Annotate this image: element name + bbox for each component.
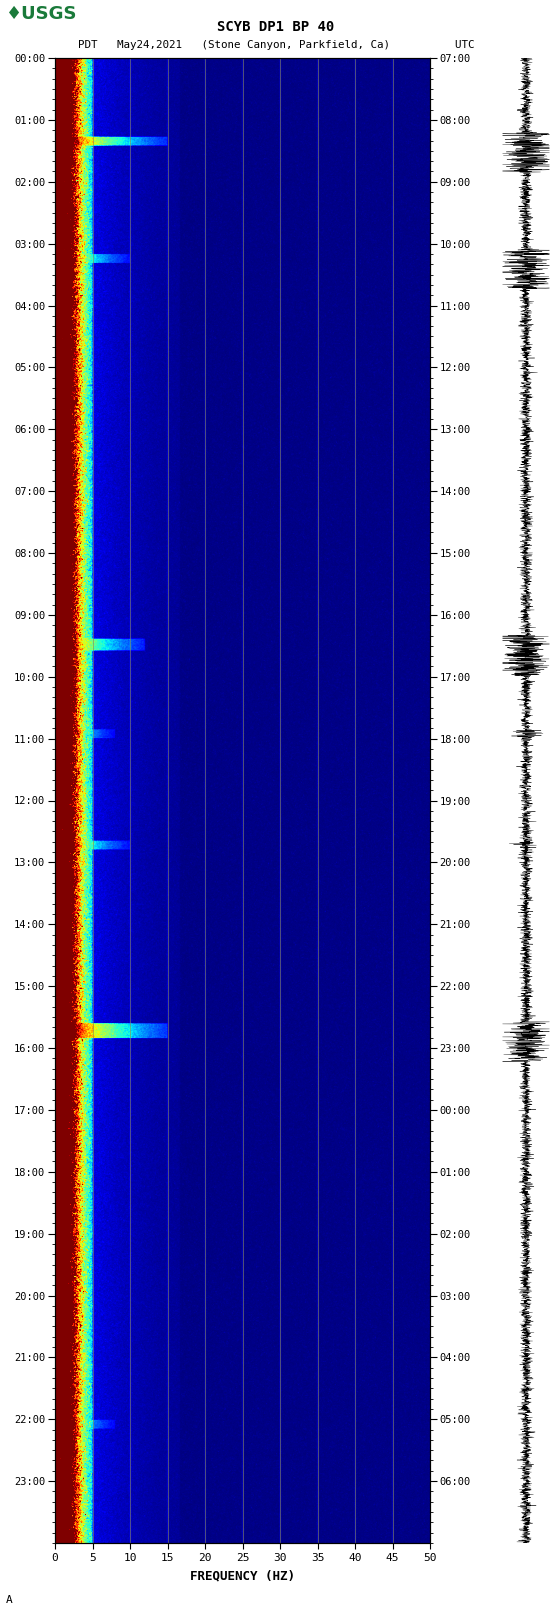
Text: A: A [6,1595,12,1605]
Text: ♦USGS: ♦USGS [6,5,77,23]
X-axis label: FREQUENCY (HZ): FREQUENCY (HZ) [190,1569,295,1582]
Text: SCYB DP1 BP 40: SCYB DP1 BP 40 [217,19,335,34]
Text: PDT   May24,2021   (Stone Canyon, Parkfield, Ca)          UTC: PDT May24,2021 (Stone Canyon, Parkfield,… [78,40,474,50]
